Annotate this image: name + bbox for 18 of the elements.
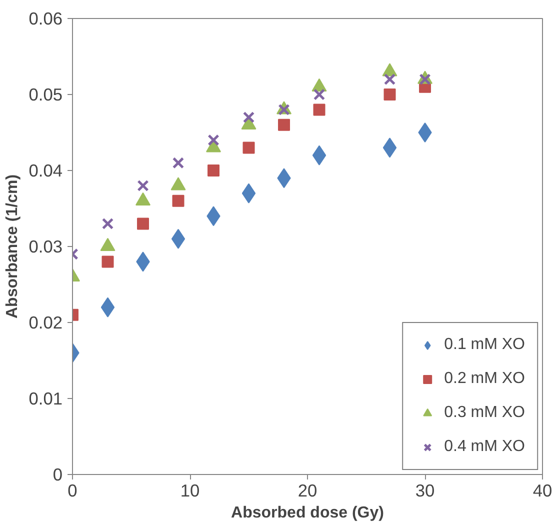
y-tick-label: 0.03 — [28, 236, 63, 256]
y-tick-label: 0.05 — [28, 84, 63, 104]
x-tick-label: 30 — [415, 480, 435, 500]
y-tick-label: 0 — [52, 464, 63, 484]
y-tick-label: 0.02 — [28, 312, 63, 332]
y-tick-label: 0.01 — [28, 388, 63, 408]
x-tick-label: 40 — [532, 480, 552, 500]
legend-label: 0.4 mM XO — [444, 438, 525, 456]
x-axis-title: Absorbed dose (Gy) — [231, 504, 384, 522]
x-tick-label: 20 — [298, 480, 318, 500]
y-tick-label: 0.06 — [28, 8, 63, 28]
legend-label: 0.3 mM XO — [444, 404, 525, 422]
legend-label: 0.2 mM XO — [444, 370, 525, 388]
legend-label: 0.1 mM XO — [444, 336, 525, 354]
x-tick-label: 0 — [68, 480, 78, 500]
y-tick-label: 0.04 — [28, 160, 63, 180]
x-tick-label: 10 — [180, 480, 200, 500]
y-axis-title: Absorbance (1/cm) — [4, 174, 21, 319]
